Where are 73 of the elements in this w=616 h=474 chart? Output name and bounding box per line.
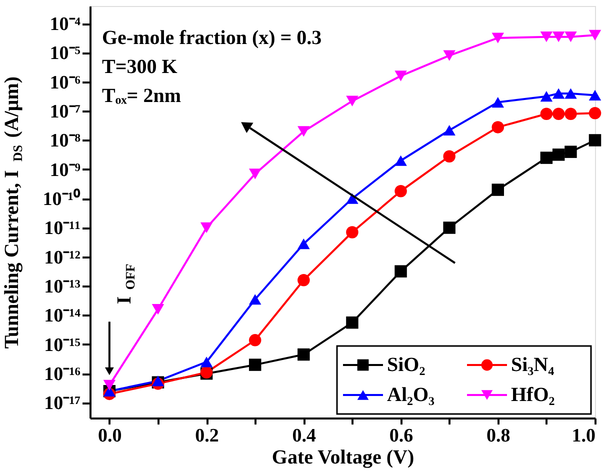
- x-tick-label: 0.2: [195, 426, 219, 446]
- y-tick-label: 10⁻¹⁰: [42, 188, 80, 210]
- x-tick-label: 1.0: [572, 426, 596, 446]
- point: [103, 380, 116, 390]
- point: [588, 107, 602, 120]
- x-axis-title: Gate Voltage (V): [272, 446, 414, 468]
- point: [443, 124, 456, 136]
- y-tick-label: 10⁻¹¹: [44, 218, 80, 240]
- point: [443, 222, 456, 234]
- point: [540, 32, 553, 42]
- point: [298, 348, 310, 361]
- y-tick-label: 10⁻¹²: [44, 247, 81, 268]
- point: [248, 334, 262, 346]
- x-tick-label: 0.0: [98, 426, 122, 446]
- point: [552, 32, 565, 42]
- point: [492, 32, 504, 44]
- point: [394, 265, 407, 278]
- point: [443, 50, 456, 61]
- y-tick-label: 10⁻¹³: [44, 276, 81, 298]
- point: [564, 146, 577, 158]
- point: [564, 32, 577, 42]
- point: [588, 30, 602, 40]
- y-tick-label: 10⁻¹⁷: [44, 393, 81, 414]
- y-axis-title: Tunneling Current, IDS (A/μm): [1, 76, 25, 349]
- point: [552, 88, 565, 99]
- point: [346, 96, 358, 106]
- annotation: IOFF: [113, 264, 138, 304]
- point: [564, 108, 577, 120]
- point: [564, 88, 577, 99]
- point: [540, 91, 553, 102]
- point: [492, 184, 504, 196]
- y-tick-label: 10⁻¹⁶: [44, 364, 81, 386]
- annotation: Ge-mole fraction (x) = 0.3: [102, 27, 322, 49]
- point: [492, 121, 504, 134]
- x-tick-label: 0.6: [389, 426, 414, 446]
- y-tick-label: 10⁻⁹: [50, 160, 81, 181]
- legend-label: Al₂O₃: [387, 384, 435, 406]
- point: [200, 356, 213, 368]
- point: [394, 155, 407, 166]
- point: [248, 358, 262, 371]
- point: [552, 108, 565, 120]
- point: [588, 134, 602, 146]
- x-tick-label: 0.8: [486, 426, 510, 446]
- point: [588, 90, 602, 100]
- annotation: Tₒₓ= 2nm: [102, 85, 182, 107]
- point: [248, 168, 262, 180]
- point: [492, 96, 504, 108]
- legend-label: Si₃N₄: [511, 354, 554, 376]
- point: [298, 274, 310, 286]
- legend-label: SiO₂: [387, 354, 426, 376]
- annotation: T=300 K: [102, 56, 178, 78]
- point: [152, 304, 164, 315]
- point: [200, 222, 213, 234]
- legend-label: HfO₂: [511, 384, 555, 406]
- point: [552, 148, 565, 161]
- point: [394, 185, 407, 198]
- y-tick-label: 10⁻⁶: [50, 72, 81, 94]
- y-tick-label: 10⁻⁷: [50, 102, 81, 123]
- x-tick-label: 0.4: [292, 426, 317, 446]
- point: [394, 70, 407, 82]
- point: [346, 316, 358, 329]
- point: [298, 238, 310, 250]
- point: [298, 126, 310, 137]
- y-tick-label: 10⁻¹⁴: [44, 306, 81, 327]
- point: [443, 150, 456, 162]
- y-tick-label: 10⁻⁴: [50, 14, 81, 36]
- y-tick-label: 10⁻⁸: [50, 130, 81, 152]
- point: [540, 152, 553, 164]
- point: [540, 108, 553, 120]
- y-tick-label: 10⁻⁵: [50, 43, 81, 64]
- point: [248, 294, 262, 305]
- point: [346, 226, 358, 238]
- y-tick-label: 10⁻¹⁵: [44, 334, 81, 356]
